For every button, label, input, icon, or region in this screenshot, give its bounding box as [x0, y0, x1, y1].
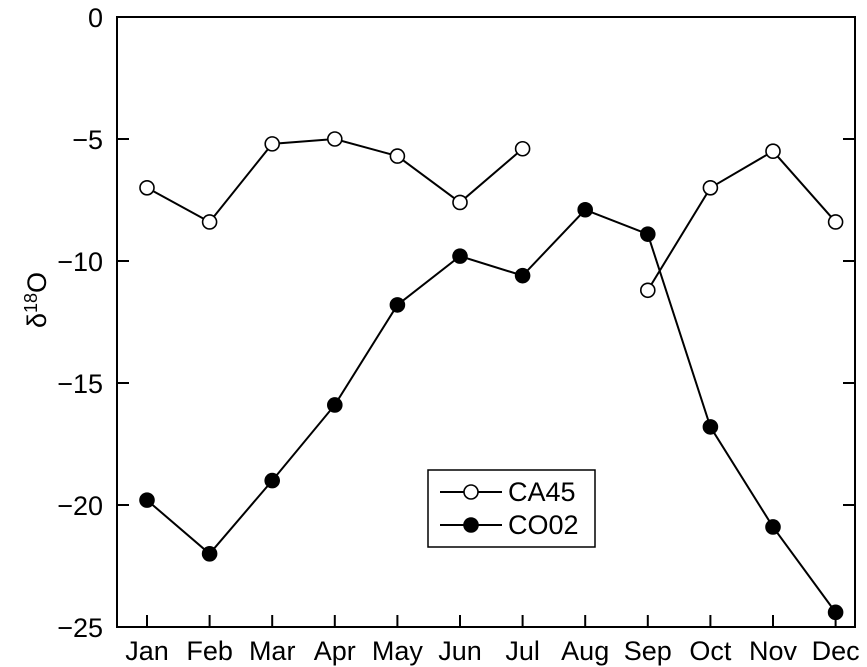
x-tick-label: May: [372, 636, 424, 666]
x-tick-label: Jan: [125, 636, 169, 666]
data-point: [702, 180, 719, 196]
y-tick-label: −20: [57, 491, 103, 521]
series-line: [646, 149, 837, 291]
x-tick-label: Oct: [689, 636, 732, 666]
legend-label: CA45: [508, 477, 576, 507]
data-point: [452, 194, 468, 211]
data-point: [139, 180, 155, 196]
plot-frame: [116, 16, 856, 628]
x-tick-label: Dec: [812, 636, 860, 666]
data-point: [765, 519, 781, 535]
data-point: [577, 201, 594, 218]
y-tick-label: 0: [88, 3, 103, 33]
data-point: [326, 397, 343, 413]
series-ca45: [139, 131, 844, 299]
data-point: [702, 419, 719, 435]
legend-label: CO02: [508, 510, 579, 540]
data-point: [514, 140, 531, 157]
data-point: [201, 545, 218, 562]
series-co02: [139, 201, 844, 621]
data-point: [639, 226, 656, 242]
data-point: [452, 248, 468, 264]
axes: 0 −5 −10 −15 −20 −25 Jan Feb Mar Apr May Jun Jul Aug S…: [21, 3, 860, 666]
series-group: [139, 131, 844, 621]
series-line: [146, 208, 837, 613]
series-line: [146, 137, 524, 224]
data-point: [639, 282, 656, 299]
data-point: [827, 604, 844, 621]
legend-marker: [463, 517, 479, 533]
x-tick-label: Apr: [314, 636, 356, 666]
y-axis-label: δ18O: [21, 272, 52, 328]
x-tick-label: Jul: [505, 636, 540, 666]
x-tick-label: Jun: [438, 636, 482, 666]
data-point: [139, 492, 155, 508]
data-point: [389, 148, 406, 164]
data-point: [827, 214, 844, 230]
y-axis-label-superscript: 18: [21, 293, 41, 313]
legend-box: [427, 469, 596, 548]
x-tick-label: Sep: [624, 636, 672, 666]
legend-marker: [463, 484, 479, 500]
data-point: [264, 472, 281, 489]
y-axis-label-base: δ: [22, 313, 52, 328]
x-tick-label: Feb: [186, 636, 233, 666]
x-tick-label: Aug: [561, 636, 609, 666]
x-tick-label: Nov: [749, 636, 798, 666]
data-point: [389, 297, 406, 313]
x-tick-label: Mar: [249, 636, 296, 666]
data-point: [201, 214, 218, 230]
y-tick-label: −25: [57, 613, 103, 643]
y-axis-label-tail: O: [22, 272, 52, 293]
y-tick-label: −5: [72, 125, 103, 155]
data-point: [264, 136, 281, 152]
y-tick-label: −10: [57, 247, 103, 277]
data-point: [514, 267, 531, 284]
data-point: [765, 143, 781, 159]
data-point: [326, 131, 343, 147]
y-tick-label: −15: [57, 369, 103, 399]
